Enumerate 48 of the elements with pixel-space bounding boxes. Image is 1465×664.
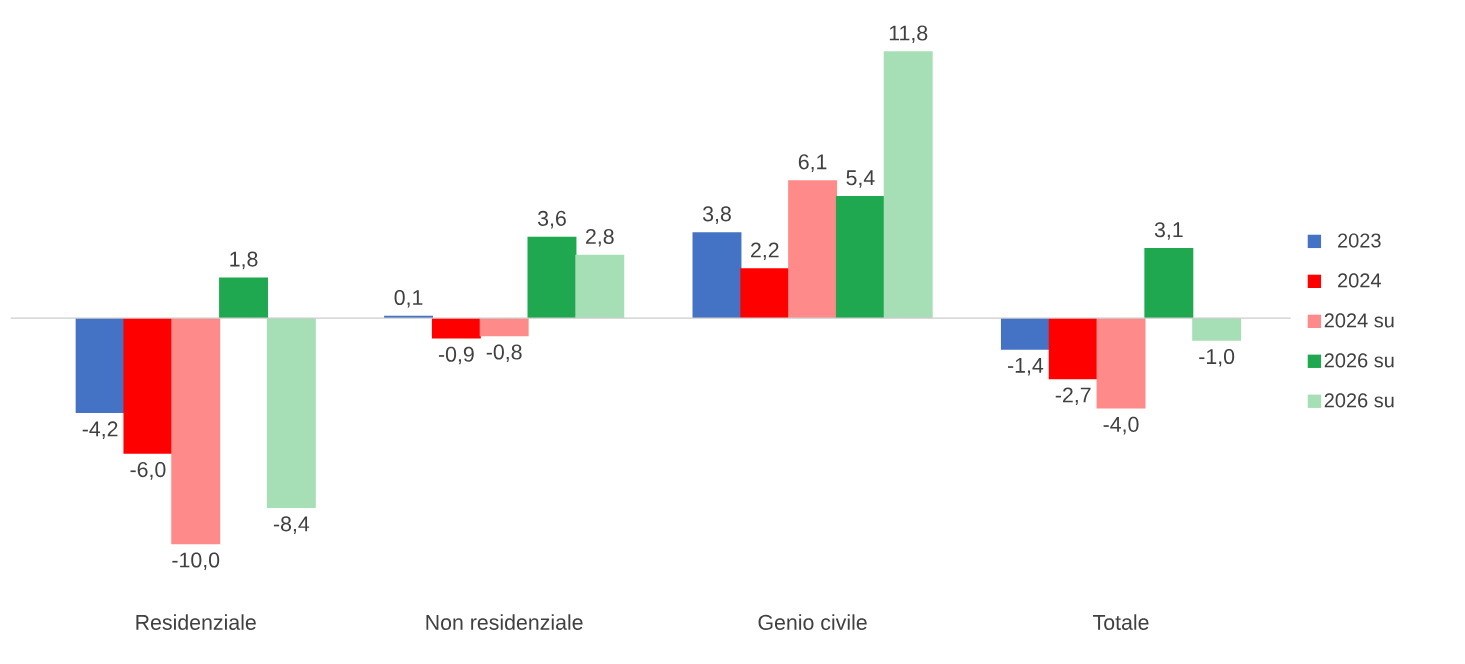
bar	[575, 254, 625, 319]
data-label: 5,4	[846, 170, 875, 188]
data-label: 6,1	[798, 154, 827, 172]
data-label: -0,8	[486, 344, 522, 363]
bar	[479, 318, 529, 337]
data-label: 1,8	[230, 251, 258, 270]
data-label: 3,6	[537, 210, 566, 229]
data-label: -1,4	[1007, 358, 1044, 376]
data-label: -0,9	[438, 346, 474, 365]
x-tick-label: Non residenziale	[426, 614, 583, 630]
x-tick-label: Totale	[1093, 614, 1149, 630]
data-label: -2,7	[1055, 387, 1091, 406]
data-label: 3,1	[1154, 222, 1183, 240]
bar	[171, 318, 221, 545]
bar	[123, 318, 173, 454]
bar	[740, 268, 790, 319]
data-label: -8,4	[273, 516, 310, 534]
legend-label: 2024	[1338, 273, 1381, 288]
data-label: -1,0	[1199, 349, 1235, 367]
data-label: 0,1	[394, 289, 423, 308]
legend-label: 2026 su	[1324, 393, 1394, 408]
bar	[1096, 318, 1146, 409]
bar	[1048, 318, 1098, 380]
bar	[75, 318, 125, 414]
bar	[1192, 318, 1242, 341]
bar	[1000, 318, 1050, 350]
bar	[431, 318, 481, 339]
bar	[266, 318, 316, 509]
data-label: 11,8	[889, 25, 928, 44]
bar	[883, 51, 933, 319]
data-label: -10,0	[172, 552, 220, 571]
bar	[692, 232, 742, 319]
data-label: 2,2	[751, 242, 779, 261]
legend-label: 2024 su	[1324, 313, 1394, 328]
bar	[835, 196, 885, 319]
data-label: -4,2	[82, 421, 118, 439]
bar	[1144, 248, 1194, 319]
x-tick-label: Residenziale	[136, 614, 256, 630]
legend-label: 2026 su	[1324, 353, 1394, 368]
x-tick-label: Genio civile	[758, 614, 867, 630]
bar	[527, 236, 577, 319]
data-label: 2,8	[586, 228, 614, 247]
data-label: -6,0	[130, 462, 166, 480]
bar	[219, 277, 269, 319]
legend-label: 2023	[1338, 233, 1381, 248]
data-label: -4,0	[1103, 416, 1139, 435]
bar	[788, 180, 838, 319]
data-label: 3,8	[702, 206, 731, 224]
